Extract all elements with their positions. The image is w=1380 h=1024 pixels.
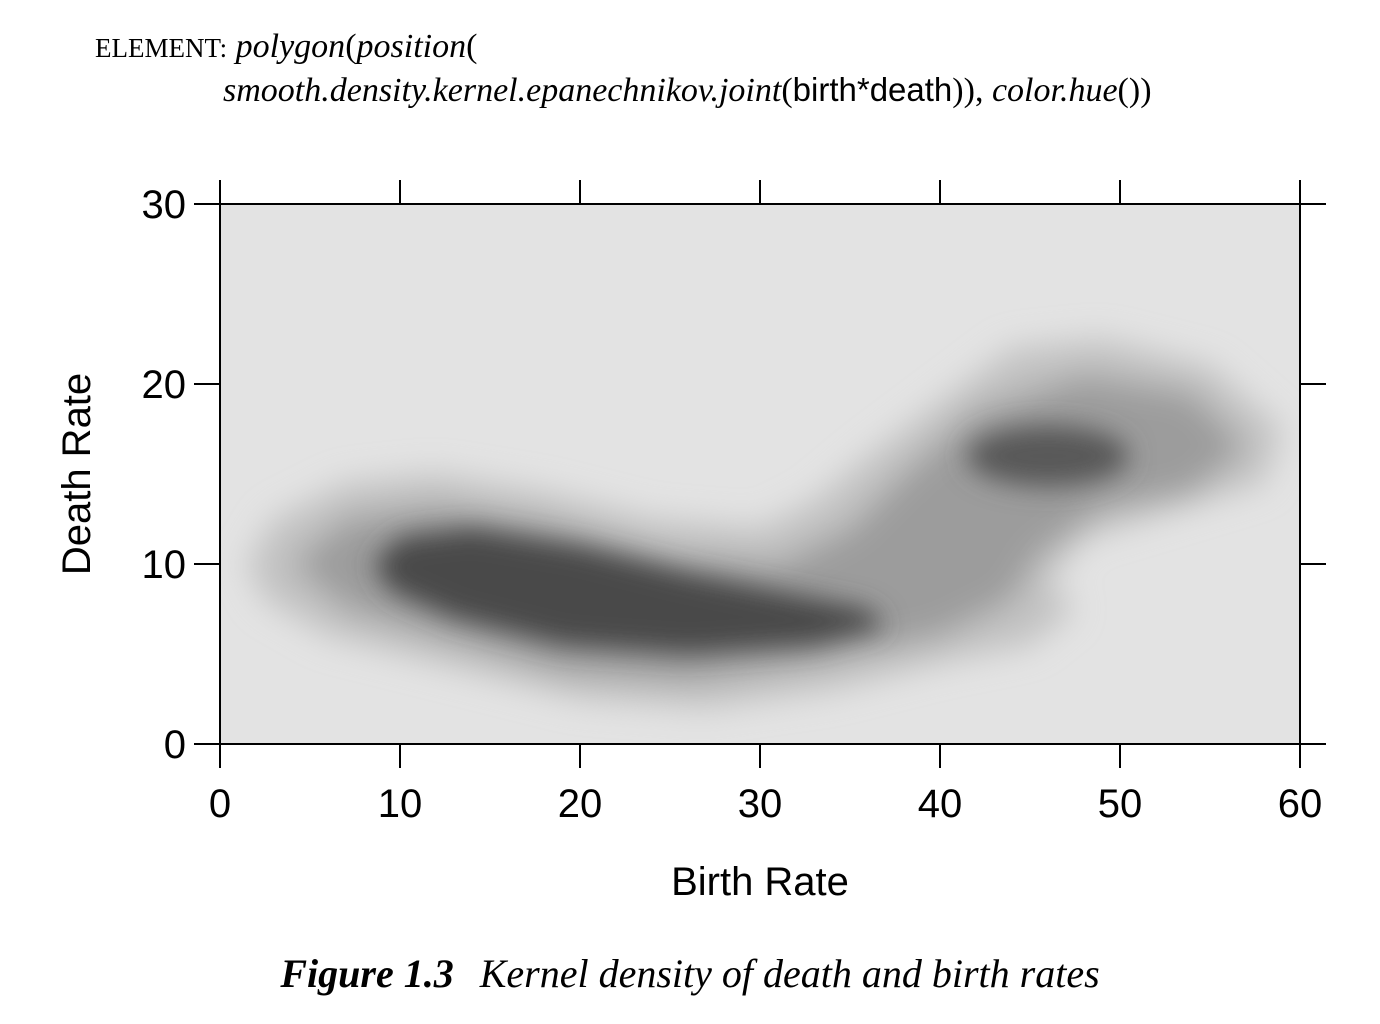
x-tick-label: 50 [1098, 782, 1143, 826]
y-axis-label: Death Rate [55, 373, 99, 575]
spec-var-birth: birth [792, 71, 857, 108]
density-cores [373, 425, 1129, 654]
spec-line-1: ELEMENT: polygon(position( [95, 26, 1152, 69]
caption-text: Kernel density of death and birth rates [479, 951, 1100, 996]
density-core-right [967, 425, 1129, 487]
spec-paren-5: ()) [1117, 72, 1152, 109]
y-tick-label: 30 [142, 183, 187, 227]
x-tick-label: 20 [558, 782, 603, 826]
spec-var-death: death [869, 71, 953, 108]
spec-paren-4: )), [952, 72, 992, 109]
y-tick-label: 10 [142, 543, 187, 587]
spec-paren-2: ( [466, 28, 478, 65]
figure-caption: Figure 1.3 Kernel density of death and bi… [0, 950, 1380, 997]
spec-paren-1: ( [345, 28, 357, 65]
density-chart: 0 10 20 30 40 50 60 0 10 20 30 Birth Rate Death Ra… [55, 180, 1326, 904]
spec-position: position [356, 28, 467, 65]
x-tick-label: 60 [1278, 782, 1323, 826]
spec-color-hue: color.hue [991, 72, 1118, 109]
y-tick-label: 0 [164, 723, 186, 767]
x-tick-label: 10 [378, 782, 423, 826]
element-spec: ELEMENT: polygon(position( smooth.densit… [95, 26, 1152, 112]
figure-number: Figure 1.3 [280, 951, 454, 996]
axes: 0 10 20 30 40 50 60 0 10 20 30 [142, 180, 1326, 826]
y-tick-label: 20 [142, 363, 187, 407]
spec-paren-3: ( [781, 72, 793, 109]
x-axis-label: Birth Rate [671, 860, 849, 904]
x-tick-label: 0 [209, 782, 231, 826]
spec-line-2: smooth.density.kernel.epanechnikov.joint… [95, 69, 1152, 112]
spec-polygon: polygon [235, 28, 346, 65]
x-tick-label: 30 [738, 782, 783, 826]
density-core-left [373, 528, 886, 654]
density-layer [247, 339, 1282, 708]
x-tick-label: 40 [918, 782, 963, 826]
spec-operator: * [856, 71, 870, 108]
spec-keyword: ELEMENT: [95, 33, 228, 63]
spec-smooth-function: smooth.density.kernel.epanechnikov.joint [223, 72, 782, 109]
